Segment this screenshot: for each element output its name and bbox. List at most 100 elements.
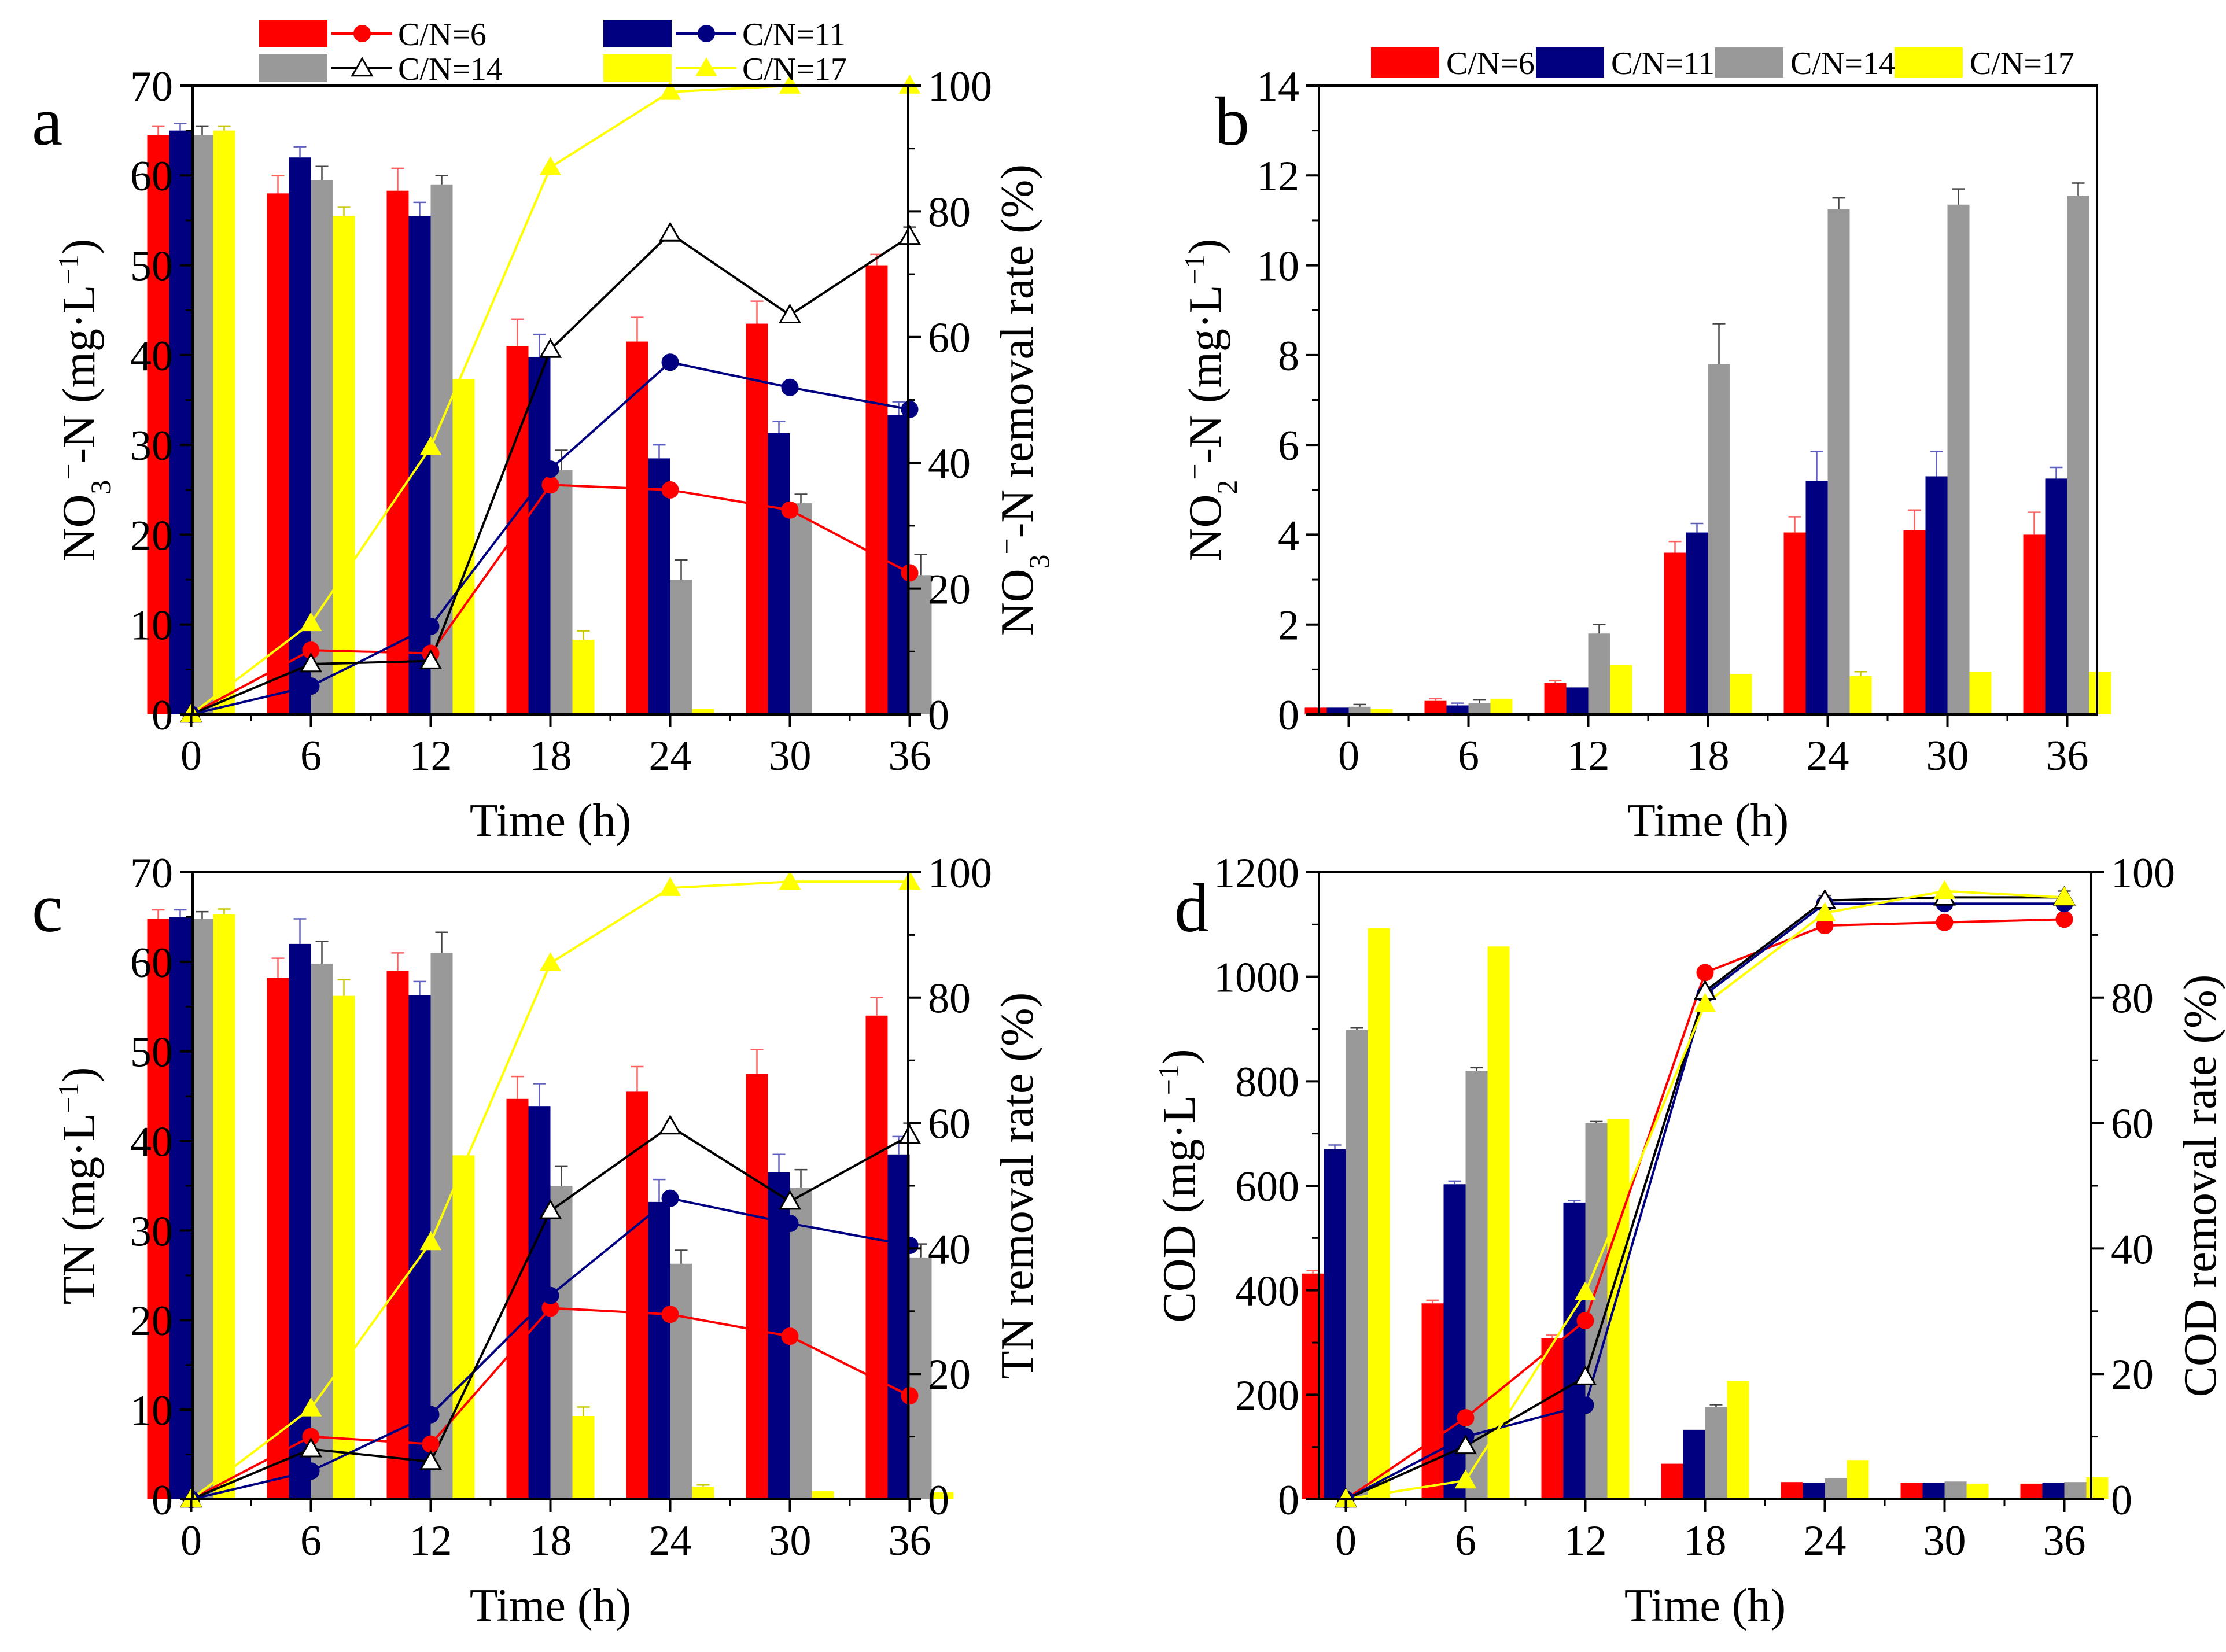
ytick-label-b-4: 4 [1278,512,1299,559]
bar-d-C/N=11-0 [1324,1149,1346,1499]
bar-c-C/N=6-0 [147,919,169,1499]
point-a-C/N=17-30 [779,74,801,94]
bar-d-C/N=14-24 [1825,1478,1847,1499]
ytick-label-b-2: 2 [1278,602,1299,650]
ytick-label-d-200: 200 [1235,1372,1299,1419]
ytick-right-label-a-100: 100 [928,63,992,110]
bar-d-C/N=14-6 [1465,1071,1488,1499]
bar-b-C/N=17-18 [1730,674,1752,714]
bar-a-C/N=11-30 [768,433,790,714]
bar-b-C/N=14-12 [1588,633,1610,714]
legend-label-C/N=14: C/N=14 [398,51,503,87]
xtick-label-c-36: 36 [889,1517,931,1565]
bar-d-C/N=14-0 [1346,1030,1368,1499]
panel-letter-c: c [32,869,62,946]
panel-letter-a: a [32,83,62,160]
point-a-C/N=14-6 [299,652,323,673]
point-d-C/N=6-12 [1576,1312,1594,1330]
legend-swatch-C/N=17 [603,54,672,82]
bar-a-C/N=6-24 [626,341,648,714]
bar-b-C/N=6-24 [1783,532,1806,714]
ytick-label-c-60: 60 [130,939,173,987]
bar-d-C/N=14-18 [1705,1407,1727,1499]
bar-c-C/N=17-6 [333,995,355,1499]
xtick-label-a-36: 36 [889,732,931,780]
bar-d-C/N=6-24 [1781,1482,1803,1499]
legend-a: C/N=6 C/N=11 C/N=14 C/N=17 [259,17,847,87]
legend-marker-C/N=6 [353,25,371,42]
xtick-label-a-0: 0 [180,732,202,780]
xtick-label-d-36: 36 [2043,1517,2086,1565]
bar-a-C/N=17-24 [692,709,714,714]
point-c-C/N=6-12 [422,1435,440,1453]
bar-b-C/N=11-12 [1566,687,1589,714]
legend-marker-C/N=11 [698,25,715,42]
point-d-C/N=17-30 [1933,880,1956,899]
bar-c-C/N=17-0 [213,914,235,1499]
point-c-C/N=6-36 [901,1387,919,1405]
legend-swatch-C/N=11 [603,20,672,47]
point-c-C/N=6-24 [661,1306,679,1323]
xtick-label-c-0: 0 [180,1517,202,1565]
panel-letter-d: d [1174,869,1209,946]
xtick-label-d-12: 12 [1564,1517,1607,1565]
bar-a-C/N=17-12 [452,379,475,714]
xtick-label-c-12: 12 [410,1517,452,1565]
ytick-right-label-d-40: 40 [2111,1226,2154,1273]
point-a-C/N=14-18 [539,338,562,358]
xtick-label-d-24: 24 [1804,1517,1847,1565]
ytick-label-d-0: 0 [1278,1477,1299,1524]
point-a-C/N=17-18 [539,156,562,176]
bar-b-C/N=17-24 [1849,676,1872,714]
ytick-right-label-c-40: 40 [928,1226,971,1273]
bar-b-C/N=6-0 [1304,707,1327,714]
xlabel-d: Time (h) [1624,1580,1786,1631]
point-a-C/N=6-18 [541,476,559,494]
point-a-C/N=14-36 [898,224,922,245]
ytick-right-label-d-100: 100 [2111,850,2175,897]
bar-b-C/N=14-30 [1947,204,1970,715]
ytick-label-b-12: 12 [1256,153,1299,200]
xtick-label-c-18: 18 [529,1517,572,1565]
bar-c-C/N=14-18 [550,1186,573,1499]
ytick-label-a-50: 50 [130,242,173,290]
bar-d-C/N=11-18 [1683,1429,1705,1499]
point-c-C/N=14-6 [299,1437,323,1458]
bar-b-C/N=14-24 [1827,209,1850,715]
bar-d-C/N=6-36 [2020,1483,2043,1499]
bar-a-C/N=14-0 [191,135,213,714]
point-d-C/N=6-36 [2055,910,2073,928]
xtick-label-b-0: 0 [1338,732,1359,780]
legend-marker-C/N=14 [351,56,374,77]
xtick-label-a-24: 24 [649,732,692,780]
xtick-label-a-6: 6 [300,732,322,780]
point-c-C/N=14-12 [419,1450,443,1470]
bar-d-C/N=11-36 [2042,1483,2065,1499]
bar-d-C/N=11-30 [1922,1483,1945,1499]
bar-d-C/N=6-30 [1900,1483,1923,1499]
legend-b-label-C/N=14: C/N=14 [1790,46,1895,82]
ytick-right-label-c-0: 0 [928,1477,949,1524]
xtick-label-c-6: 6 [300,1517,322,1565]
bar-b-C/N=6-6 [1424,700,1447,714]
bar-c-C/N=14-0 [191,919,213,1499]
bar-b-C/N=17-30 [1969,672,1992,714]
point-a-C/N=11-18 [541,460,559,478]
bar-c-C/N=14-6 [311,963,333,1499]
ytick-label-a-40: 40 [130,333,173,380]
legend-swatch-C/N=6 [259,20,327,47]
bar-b-C/N=14-6 [1468,703,1491,714]
bar-a-C/N=11-0 [169,130,191,715]
bar-a-C/N=14-30 [790,503,812,714]
ytick-label-c-40: 40 [130,1118,173,1166]
point-d-C/N=17-36 [2053,886,2076,906]
bar-d-C/N=6-12 [1541,1338,1564,1499]
point-a-C/N=17-36 [898,74,921,94]
point-d-C/N=17-12 [1574,1281,1597,1301]
legend-b-swatch-C/N=11 [1536,47,1604,78]
ytick-right-label-d-20: 20 [2111,1351,2154,1399]
bar-b-C/N=6-36 [2023,534,2046,714]
ylabel-right-d: COD removal rate (%) [2175,975,2226,1397]
ytick-label-c-50: 50 [130,1029,173,1076]
